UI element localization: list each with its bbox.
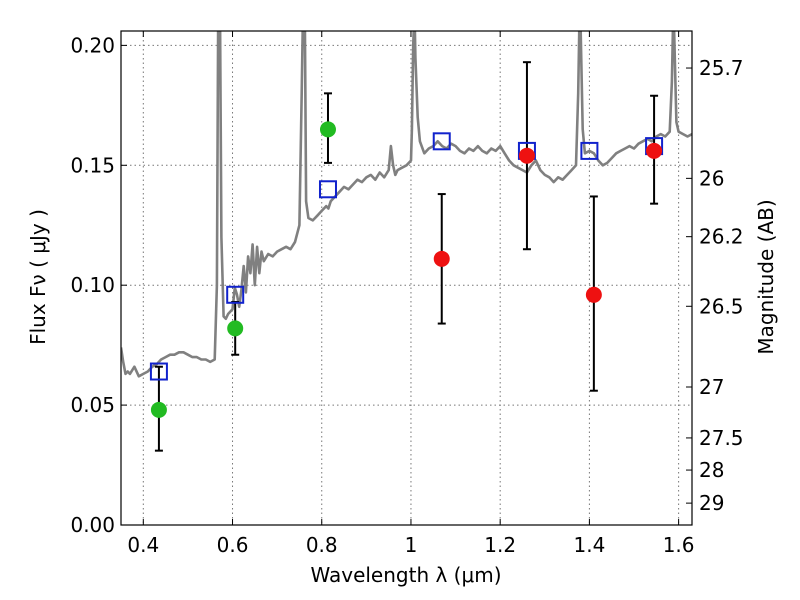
model-band-square xyxy=(432,132,451,151)
optical-flux-point xyxy=(227,320,244,337)
x-axis-label: Wavelength λ (μm) xyxy=(310,563,501,587)
y-tick-label: 0.15 xyxy=(70,153,115,177)
model-band-square xyxy=(226,285,245,304)
y-tick-label: 0.20 xyxy=(70,33,115,57)
x-tick-label: 0.4 xyxy=(127,533,159,557)
optical-flux-point xyxy=(150,401,167,418)
axis-ticks: 0.4 0.6 0.8 1 1.2 1.4 1.6 0.00 0.05 0.10 0.15 0.20 2… xyxy=(70,31,744,557)
model-band-square xyxy=(580,141,599,160)
right-tick-label: 26.5 xyxy=(699,294,744,318)
x-tick-label: 1.4 xyxy=(573,533,605,557)
right-tick-label: 26 xyxy=(699,166,724,190)
right-axis-label: Magnitude (AB) xyxy=(754,199,778,354)
nir-flux-point xyxy=(518,147,535,164)
right-tick-label: 27.5 xyxy=(699,426,744,450)
x-tick-label: 1.6 xyxy=(663,533,695,557)
model-spectrum-line xyxy=(121,31,692,378)
x-tick-label: 0.8 xyxy=(306,533,338,557)
nir-flux-point xyxy=(646,142,663,159)
x-tick-label: 1.2 xyxy=(484,533,516,557)
y-tick-label: 0.05 xyxy=(70,393,115,417)
model-band-square xyxy=(149,362,168,381)
y-tick-label: 0.00 xyxy=(70,513,115,537)
data-layer xyxy=(121,31,692,452)
right-tick-label: 25.7 xyxy=(699,56,744,80)
nir-flux-point xyxy=(585,286,602,303)
y-axis-label: Flux Fν ( μJy ) xyxy=(26,209,50,345)
x-tick-label: 0.6 xyxy=(217,533,249,557)
model-band-square xyxy=(318,180,337,199)
optical-flux-point xyxy=(319,121,336,138)
x-tick-label: 1 xyxy=(405,533,418,557)
right-tick-label: 26.2 xyxy=(699,225,744,249)
nir-flux-point xyxy=(433,250,450,267)
right-tick-label: 27 xyxy=(699,375,724,399)
right-tick-label: 29 xyxy=(699,491,724,515)
y-tick-label: 0.10 xyxy=(70,273,115,297)
right-tick-label: 28 xyxy=(699,458,724,482)
plot-frame xyxy=(120,30,693,526)
